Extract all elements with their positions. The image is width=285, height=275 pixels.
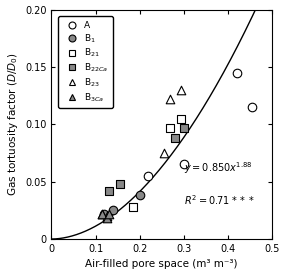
- Point: [168, 97, 173, 101]
- Text: $y = 0.850x^{1.88}$: $y = 0.850x^{1.88}$: [184, 161, 252, 177]
- Point: [168, 125, 173, 130]
- Point: [131, 205, 135, 209]
- Point: [104, 216, 109, 221]
- Text: $R^2 = 0.71***$: $R^2 = 0.71***$: [184, 193, 255, 207]
- Point: [179, 116, 184, 121]
- Point: [100, 211, 104, 216]
- Point: [104, 214, 109, 218]
- Point: [181, 162, 186, 167]
- Point: [172, 136, 177, 140]
- Y-axis label: Gas tortuosity factor ($D/D_0$): Gas tortuosity factor ($D/D_0$): [5, 52, 20, 196]
- Legend: A, B$_1$, B$_{21}$, B$_{22Ca}$, B$_{23}$, B$_{3Ca}$: A, B$_1$, B$_{21}$, B$_{22Ca}$, B$_{23}$…: [58, 16, 113, 108]
- X-axis label: Air-filled pore space (m³ m⁻³): Air-filled pore space (m³ m⁻³): [86, 259, 238, 270]
- Point: [102, 211, 107, 216]
- Point: [111, 208, 115, 213]
- Point: [100, 211, 104, 216]
- Point: [179, 88, 184, 92]
- Point: [234, 70, 239, 75]
- Point: [137, 193, 142, 198]
- Point: [107, 211, 111, 216]
- Point: [146, 174, 151, 178]
- Point: [107, 189, 111, 193]
- Point: [250, 105, 254, 109]
- Point: [117, 182, 122, 186]
- Point: [162, 151, 166, 155]
- Point: [181, 125, 186, 130]
